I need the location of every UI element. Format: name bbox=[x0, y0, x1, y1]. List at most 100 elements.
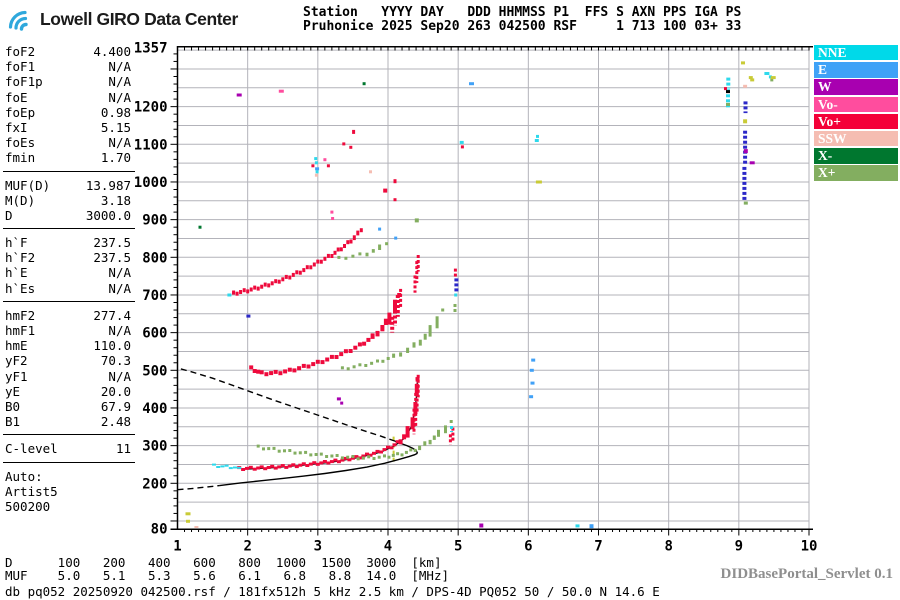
giro-logo[interactable]: Lowell GIRO Data Center bbox=[6, 4, 238, 34]
servlet-version-label: DIDBasePortal_Servlet 0.1 bbox=[720, 566, 893, 582]
parameter-value: 2.48 bbox=[100, 414, 131, 430]
svg-text:8: 8 bbox=[664, 539, 672, 555]
parameter-label: hmF2 bbox=[5, 307, 36, 323]
trace-f-1hop-x bbox=[256, 420, 453, 461]
parameter-label: foE bbox=[5, 89, 28, 105]
svg-text:6: 6 bbox=[524, 539, 532, 555]
spread-clusters bbox=[390, 77, 748, 445]
parameter-separator bbox=[3, 296, 135, 308]
parameter-label: h`Es bbox=[5, 280, 36, 296]
parameter-row-hes: h`Es N/A bbox=[5, 281, 131, 296]
parameter-row-ye: yE 20.0 bbox=[5, 384, 131, 399]
parameter-label: h`E bbox=[5, 265, 28, 281]
trace-f-3hop-x bbox=[337, 242, 389, 260]
legend-item-nne: NNE bbox=[814, 45, 898, 61]
station-header-line1: Station YYYY DAY DDD HHMMSS P1 FFS S AXN… bbox=[303, 5, 742, 20]
trace-f-2hop-o bbox=[249, 293, 402, 377]
parameter-value: 277.4 bbox=[93, 307, 131, 323]
parameter-label: yF2 bbox=[5, 353, 28, 369]
parameter-panel: foF2 4.400 foF1 N/A foF1p N/A foE N/A foEp 0.98 fx… bbox=[3, 44, 135, 514]
svg-text:3: 3 bbox=[314, 539, 322, 555]
parameter-value: 110.0 bbox=[93, 338, 131, 354]
svg-text:4: 4 bbox=[384, 539, 392, 555]
svg-text:1357: 1357 bbox=[134, 41, 168, 57]
legend-item-vo: Vo+ bbox=[814, 113, 898, 130]
legend-item-ssw: SSW bbox=[814, 130, 898, 147]
svg-text:1200: 1200 bbox=[134, 100, 168, 116]
autoscaling-info-line: Artist5 bbox=[5, 483, 58, 499]
parameter-value: N/A bbox=[108, 135, 131, 151]
parameter-row-fof2: foF2 4.400 bbox=[5, 44, 131, 59]
parameter-label: hmF1 bbox=[5, 323, 36, 338]
svg-text:300: 300 bbox=[142, 439, 167, 455]
legend-item-w: W bbox=[814, 79, 898, 95]
parameter-separator bbox=[3, 457, 135, 469]
parameter-row-yf2: yF2 70.3 bbox=[5, 353, 131, 368]
x-axis-labels: 1 2 3 4 5 6 7 8 9 10 bbox=[173, 539, 817, 555]
autoscaling-info-line: 500200 bbox=[5, 498, 51, 514]
parameter-row-fxi: fxI 5.15 bbox=[5, 120, 131, 135]
giro-wave-icon bbox=[8, 10, 28, 31]
parameter-row-mufd: MUF(D) 13.987 bbox=[5, 178, 131, 193]
parameter-label: C-level bbox=[5, 441, 58, 457]
parameter-separator bbox=[3, 223, 135, 235]
svg-text:800: 800 bbox=[142, 250, 167, 266]
parameter-value: 67.9 bbox=[100, 398, 131, 414]
parameter-value: N/A bbox=[108, 74, 131, 90]
parameter-value: 13.987 bbox=[85, 177, 131, 193]
parameter-separator bbox=[3, 166, 135, 178]
parameter-row-hmf2: hmF2 277.4 bbox=[5, 308, 131, 323]
svg-text:1100: 1100 bbox=[134, 137, 168, 153]
parameter-value: 4.400 bbox=[93, 44, 131, 59]
parameter-label: foF1p bbox=[5, 74, 43, 90]
status-line: db pq052 20250920 042500.rsf / 181fx512h… bbox=[5, 584, 660, 599]
svg-text:5: 5 bbox=[454, 539, 462, 555]
parameter-value: 3000.0 bbox=[85, 207, 131, 223]
parameter-row-fof1: foF1 N/A bbox=[5, 59, 131, 74]
autoscaling-info-line: Auto: bbox=[5, 468, 43, 484]
parameter-value: 3.18 bbox=[100, 192, 131, 208]
parameter-value: 11 bbox=[115, 441, 131, 457]
scatter-marks bbox=[185, 61, 776, 529]
parameter-value: 0.98 bbox=[100, 104, 131, 120]
svg-text:1: 1 bbox=[173, 539, 181, 555]
parameter-label: M(D) bbox=[5, 192, 36, 208]
trace-f-1hop-o bbox=[237, 377, 420, 471]
muf-distance-table: D 100 200 400 600 800 1000 1500 3000 [km… bbox=[5, 556, 449, 582]
parameter-row-foe: foE N/A bbox=[5, 90, 131, 105]
parameter-label: h`F bbox=[5, 235, 28, 251]
y-axis-labels: 1357 1200 1100 1000 900 800 700 600 500 400 300 200… bbox=[134, 41, 168, 538]
parameter-label: MUF(D) bbox=[5, 177, 51, 193]
svg-text:200: 200 bbox=[142, 476, 167, 492]
svg-text:1000: 1000 bbox=[134, 175, 168, 191]
parameter-label: hmE bbox=[5, 338, 28, 354]
parameter-value: N/A bbox=[108, 280, 131, 296]
axes-layer bbox=[170, 46, 813, 536]
legend-item-e: E bbox=[814, 62, 898, 78]
parameter-value: 70.3 bbox=[100, 353, 131, 369]
legend-item-x: X- bbox=[814, 148, 898, 164]
station-header: Station YYYY DAY DDD HHMMSS P1 FFS S AXN… bbox=[303, 6, 741, 34]
svg-text:10: 10 bbox=[801, 539, 818, 555]
parameter-row-d: D 3000.0 bbox=[5, 208, 131, 223]
parameter-row-yf1: yF1 N/A bbox=[5, 369, 131, 384]
parameter-row-foes: foEs N/A bbox=[5, 135, 131, 150]
legend: NNE E W Vo- Vo+ SSW X- X+ bbox=[814, 45, 898, 183]
parameter-label: foF1 bbox=[5, 59, 36, 75]
svg-text:80: 80 bbox=[151, 522, 168, 538]
parameter-value: N/A bbox=[108, 89, 131, 105]
profile-curve bbox=[177, 367, 419, 491]
svg-text:2: 2 bbox=[243, 539, 251, 555]
muf-row: MUF 5.0 5.1 5.3 5.6 6.1 6.8 8.8 14.0 [MH… bbox=[5, 568, 450, 584]
trace-f-3hop-o bbox=[232, 228, 363, 296]
ionogram-plot: 1357120011001000900800700600500400300200… bbox=[134, 41, 818, 555]
parameter-row-he: h`E N/A bbox=[5, 265, 131, 280]
parameter-row-md: M(D) 3.18 bbox=[5, 193, 131, 208]
svg-text:600: 600 bbox=[142, 326, 167, 342]
parameter-row-clevel: C-level 11 bbox=[5, 441, 131, 456]
parameter-row-hf2: h`F2 237.5 bbox=[5, 250, 131, 265]
parameter-separator bbox=[3, 429, 135, 441]
parameter-label: fmin bbox=[5, 150, 36, 166]
parameter-label: foEp bbox=[5, 104, 36, 120]
